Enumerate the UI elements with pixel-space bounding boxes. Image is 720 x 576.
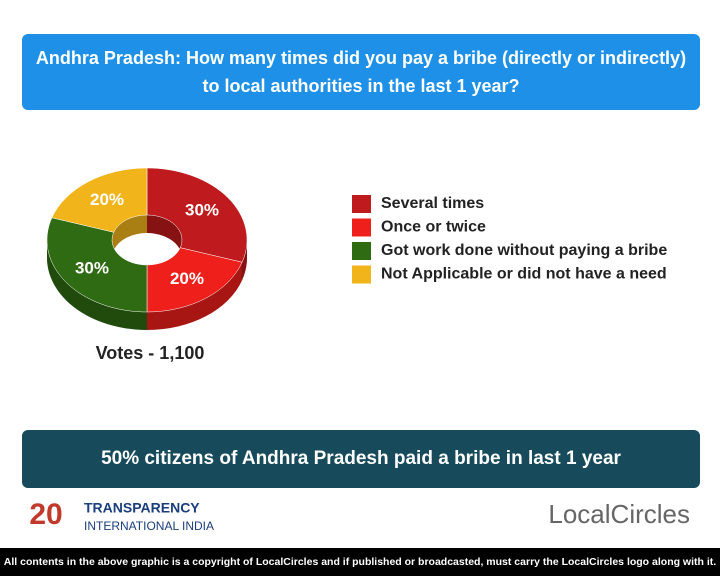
title-line: to local authorities in the last 1 year? — [202, 76, 520, 96]
legend-swatch — [352, 242, 371, 260]
logos: 20 TRANSPARENCY INTERNATIONAL INDIA Loca… — [29, 498, 690, 533]
slice — [146, 167, 248, 263]
legend-label: Several times — [381, 195, 484, 212]
footer: All contents in the above graphic is a c… — [0, 548, 720, 576]
legend-swatch — [352, 218, 371, 237]
slice — [146, 247, 243, 313]
slice — [46, 217, 148, 313]
value-label: 20% — [90, 190, 124, 209]
legend-swatch — [352, 265, 371, 284]
ti-name: INTERNATIONAL INDIA — [84, 519, 214, 533]
banner: 50% citizens of Andhra Pradesh paid a br… — [22, 430, 700, 488]
slice — [51, 167, 148, 233]
localcircles-logo: LocalCircles — [548, 499, 690, 529]
title-box: Andhra Pradesh: How many times did you p… — [22, 34, 700, 110]
ti-name: TRANSPARENCY — [84, 500, 200, 516]
ti-badge: 20 — [29, 498, 62, 531]
legend-label: Got work done without paying a bribe — [381, 242, 667, 259]
value-label: 30% — [185, 201, 219, 220]
chart: Votes - 1,100 30% 20% 30% 20% Several times O… — [46, 167, 667, 363]
legend-label: Once or twice — [381, 219, 486, 236]
legend-label: Not Applicable or did not have a need — [381, 266, 667, 283]
legend-swatch — [352, 195, 371, 213]
votes: Votes - 1,100 — [96, 343, 205, 363]
title-line: Andhra Pradesh: How many times did you p… — [35, 48, 687, 68]
value-label: 20% — [170, 269, 204, 288]
value-label: 30% — [75, 258, 109, 277]
